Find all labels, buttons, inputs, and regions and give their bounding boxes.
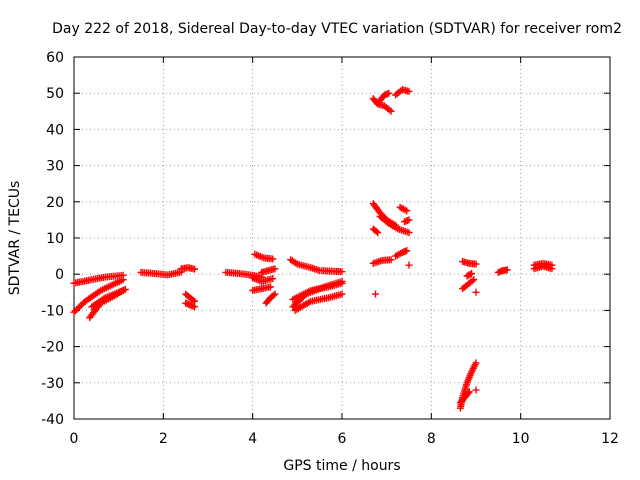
- data-point: [403, 207, 411, 215]
- satellite-arc: [182, 290, 199, 305]
- data-point: [405, 87, 413, 95]
- satellite-arc: [70, 276, 127, 316]
- y-tick-label: -30: [41, 376, 64, 392]
- data-point: [191, 303, 199, 311]
- satellite-arc: [70, 271, 127, 287]
- data-point: [405, 261, 413, 269]
- satellite-arc: [530, 259, 556, 269]
- satellite-arc: [177, 264, 199, 273]
- y-tick-label: 60: [46, 50, 64, 66]
- x-tick-label: 8: [427, 431, 436, 447]
- satellite-arc: [262, 290, 279, 307]
- satellite-arc: [137, 268, 185, 279]
- data-point: [119, 276, 127, 284]
- data-point: [271, 290, 279, 298]
- data-point: [472, 359, 480, 367]
- satellite-arc: [287, 256, 324, 275]
- satellite-arc: [369, 95, 395, 115]
- satellite-arc: [472, 386, 480, 394]
- y-tick-label: 10: [46, 231, 64, 247]
- satellite-arc: [392, 86, 413, 99]
- data-point: [189, 296, 197, 304]
- x-axis-label: GPS time / hours: [283, 458, 400, 474]
- data-points: [70, 86, 556, 412]
- satellite-arc: [456, 388, 473, 407]
- data-point: [338, 290, 346, 298]
- satellite-arc: [372, 290, 379, 298]
- data-point: [403, 247, 411, 255]
- data-point: [269, 255, 277, 263]
- satellite-arc: [369, 256, 395, 267]
- x-tick-label: 10: [512, 431, 530, 447]
- data-point: [387, 107, 395, 115]
- satellite-arc: [369, 225, 382, 237]
- satellite-arc: [405, 261, 413, 269]
- chart-title: Day 222 of 2018, Sidereal Day-to-day VTE…: [52, 21, 622, 37]
- satellite-arc: [318, 267, 346, 276]
- data-point: [372, 227, 380, 235]
- satellite-arc: [182, 299, 199, 311]
- data-point: [121, 285, 129, 293]
- satellite-arc: [291, 290, 346, 314]
- data-point: [472, 288, 480, 296]
- x-tick-label: 12: [601, 431, 619, 447]
- data-point: [472, 386, 480, 394]
- satellite-arc: [459, 258, 480, 268]
- data-point: [468, 269, 476, 277]
- data-point: [472, 260, 480, 268]
- data-point: [548, 261, 556, 269]
- satellite-arc: [258, 265, 279, 276]
- y-tick-label: 30: [46, 159, 64, 175]
- data-point: [387, 256, 395, 264]
- y-tick-label: 50: [46, 86, 64, 102]
- data-point: [465, 388, 473, 396]
- data-point: [271, 265, 279, 273]
- y-tick-labels: -40 -30 -20 -10 0 10 20 30 40 50 60: [41, 50, 64, 428]
- satellite-arc: [472, 288, 480, 296]
- satellite-arc: [88, 285, 129, 311]
- x-tick-label: 4: [248, 431, 257, 447]
- y-tick-label: 40: [46, 122, 64, 138]
- satellite-arc: [494, 266, 511, 276]
- satellite-arc: [376, 89, 393, 104]
- data-point: [466, 270, 474, 278]
- satellite-arc: [396, 203, 411, 215]
- data-point: [191, 265, 199, 273]
- x-tick-label: 6: [338, 431, 347, 447]
- data-point: [374, 229, 382, 237]
- grid-lines: [74, 57, 610, 419]
- data-point: [269, 275, 277, 283]
- data-point: [470, 276, 478, 284]
- data-point: [385, 89, 393, 97]
- data-point: [503, 266, 511, 274]
- data-point: [405, 216, 413, 224]
- satellite-arc: [289, 277, 346, 311]
- data-point: [372, 290, 379, 298]
- data-point: [338, 268, 346, 276]
- satellite-arc: [249, 274, 277, 285]
- satellite-arc: [251, 250, 277, 263]
- x-tick-label: 2: [159, 431, 168, 447]
- data-point: [338, 277, 346, 285]
- y-tick-label: -40: [41, 412, 64, 428]
- satellite-arc: [392, 247, 411, 260]
- satellite-arc: [401, 216, 413, 226]
- satellite-arc: [249, 283, 275, 294]
- data-point: [270, 291, 278, 299]
- y-axis-label: SDTVAR / TECUs: [7, 181, 23, 296]
- y-tick-label: 0: [55, 267, 64, 283]
- x-tick-label: 0: [70, 431, 79, 447]
- y-tick-label: -20: [41, 340, 64, 356]
- y-tick-label: -10: [41, 303, 64, 319]
- satellite-arc: [376, 212, 413, 237]
- satellite-arc: [463, 269, 476, 280]
- data-point: [267, 283, 275, 291]
- x-tick-labels: 0 2 4 6 8 10 12: [70, 431, 619, 447]
- data-point: [405, 229, 413, 237]
- satellite-arc: [459, 276, 478, 293]
- data-point: [464, 389, 472, 397]
- y-tick-label: 20: [46, 195, 64, 211]
